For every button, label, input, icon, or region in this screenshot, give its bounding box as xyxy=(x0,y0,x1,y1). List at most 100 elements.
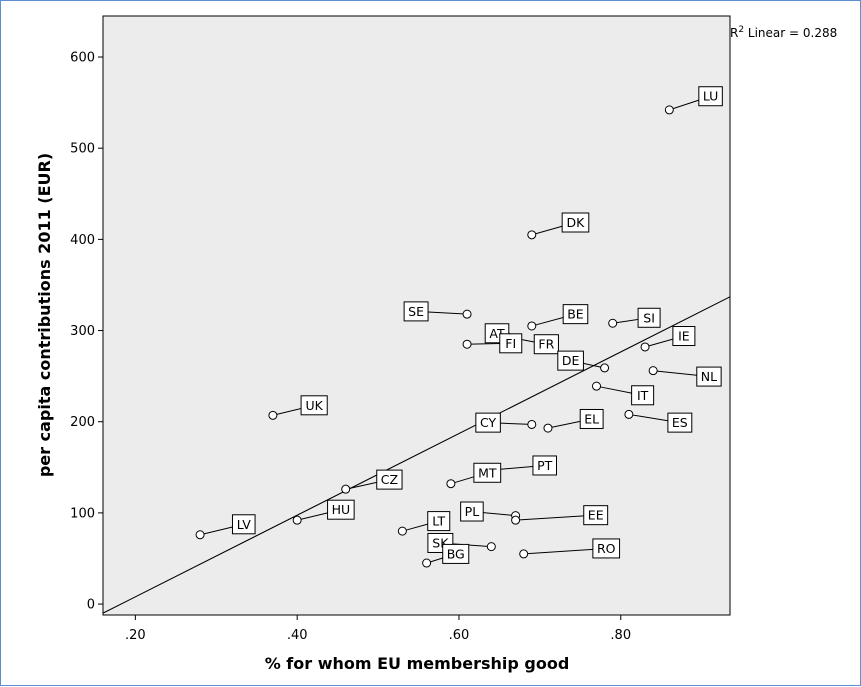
label-text-cz: CZ xyxy=(381,472,398,487)
label-pl: PL xyxy=(460,501,484,522)
label-lt: LT xyxy=(427,511,451,532)
r2-annotation: R2 Linear = 0.288 xyxy=(730,25,837,40)
label-el: EL xyxy=(579,408,604,429)
label-box-lu xyxy=(698,86,723,107)
label-text-bg: BG xyxy=(447,546,465,561)
label-dk: DK xyxy=(561,212,590,233)
point-mt xyxy=(446,479,456,489)
point-ro xyxy=(519,549,529,559)
label-box-be xyxy=(562,304,589,325)
point-sk xyxy=(486,542,496,552)
label-es: ES xyxy=(667,412,693,433)
label-text-si: SI xyxy=(643,310,655,325)
leader-dk xyxy=(535,225,563,235)
label-text-mt: MT xyxy=(478,465,497,480)
label-text-es: ES xyxy=(672,415,688,430)
label-cz: CZ xyxy=(376,469,403,490)
label-se: SE xyxy=(403,301,429,322)
label-box-ee xyxy=(583,505,609,526)
leader-lu xyxy=(672,99,699,110)
label-text-nl: NL xyxy=(701,369,717,384)
leader-pl xyxy=(483,512,512,516)
label-text-pt: PT xyxy=(537,458,553,473)
label-text-ie: IE xyxy=(678,329,690,344)
leader-mt xyxy=(454,476,475,484)
label-box-lv xyxy=(231,514,256,535)
label-text-pl: PL xyxy=(465,504,480,519)
label-text-de: DE xyxy=(562,353,580,368)
label-box-lt xyxy=(427,511,451,532)
label-box-bg xyxy=(442,543,470,564)
label-text-it: IT xyxy=(637,388,649,403)
leader-cy xyxy=(500,422,528,425)
point-nl xyxy=(648,366,658,376)
leader-it xyxy=(600,386,632,394)
label-box-ie xyxy=(672,326,696,347)
label-text-lt: LT xyxy=(432,514,445,529)
label-text-uk: UK xyxy=(305,398,323,413)
leader-pt xyxy=(495,465,534,471)
point-bg xyxy=(422,558,432,568)
label-box-nl xyxy=(696,366,722,387)
y-tick-label: 200 xyxy=(70,415,95,430)
label-uk: UK xyxy=(300,395,328,416)
label-text-cy: CY xyxy=(480,415,497,430)
point-se xyxy=(462,309,472,319)
point-uk xyxy=(268,410,278,420)
label-text-ee: EE xyxy=(588,508,604,523)
label-box-el xyxy=(579,408,604,429)
label-text-fr: FR xyxy=(538,337,554,352)
label-text-be: BE xyxy=(567,307,584,322)
y-axis-title: per capita contributions 2011 (EUR) xyxy=(35,153,54,477)
label-pt: PT xyxy=(532,455,558,476)
data-points xyxy=(195,105,674,568)
label-text-lu: LU xyxy=(703,89,719,104)
label-be: BE xyxy=(562,304,589,325)
label-box-dk xyxy=(561,212,590,233)
label-text-se: SE xyxy=(408,304,424,319)
y-tick-label: 100 xyxy=(70,506,95,521)
leader-ro xyxy=(527,548,593,555)
r2-letter: R xyxy=(730,26,738,40)
point-hu xyxy=(292,515,302,525)
label-mt: MT xyxy=(473,462,502,483)
point-fi xyxy=(462,339,472,349)
label-cy: CY xyxy=(475,412,501,433)
x-axis-title: % for whom EU membership good xyxy=(265,654,570,673)
leader-se xyxy=(428,311,464,315)
leader-cz xyxy=(349,481,377,489)
point-dk xyxy=(527,230,537,240)
label-box-ro xyxy=(592,538,621,559)
leader-es xyxy=(632,414,668,422)
fit-line xyxy=(102,296,731,614)
leader-si xyxy=(616,318,639,324)
leader-ee xyxy=(519,515,584,521)
r2-text: Linear = 0.288 xyxy=(744,26,837,40)
r2-superscript: 2 xyxy=(738,25,744,35)
leader-hu xyxy=(300,512,328,520)
label-box-se xyxy=(403,301,429,322)
label-text-lv: LV xyxy=(237,517,252,532)
fit-line-group xyxy=(102,296,731,614)
point-lv xyxy=(195,530,205,540)
point-es xyxy=(624,409,634,419)
point-de xyxy=(600,363,610,373)
label-hu: HU xyxy=(327,499,355,520)
label-fr: FR xyxy=(533,334,559,355)
leader-uk xyxy=(276,407,302,415)
label-text-ro: RO xyxy=(597,541,616,556)
point-lu xyxy=(664,105,674,115)
y-tick-label: 0 xyxy=(87,598,95,613)
label-box-uk xyxy=(300,395,328,416)
point-cy xyxy=(527,419,537,429)
label-box-fr xyxy=(533,334,559,355)
label-bg: BG xyxy=(442,543,470,564)
y-tick-label: 500 xyxy=(70,142,95,157)
label-box-mt xyxy=(473,462,502,483)
x-tick-label: .80 xyxy=(610,628,631,643)
point-it xyxy=(592,381,602,391)
point-ie xyxy=(640,342,650,352)
label-box-pt xyxy=(532,455,558,476)
label-ee: EE xyxy=(583,505,609,526)
